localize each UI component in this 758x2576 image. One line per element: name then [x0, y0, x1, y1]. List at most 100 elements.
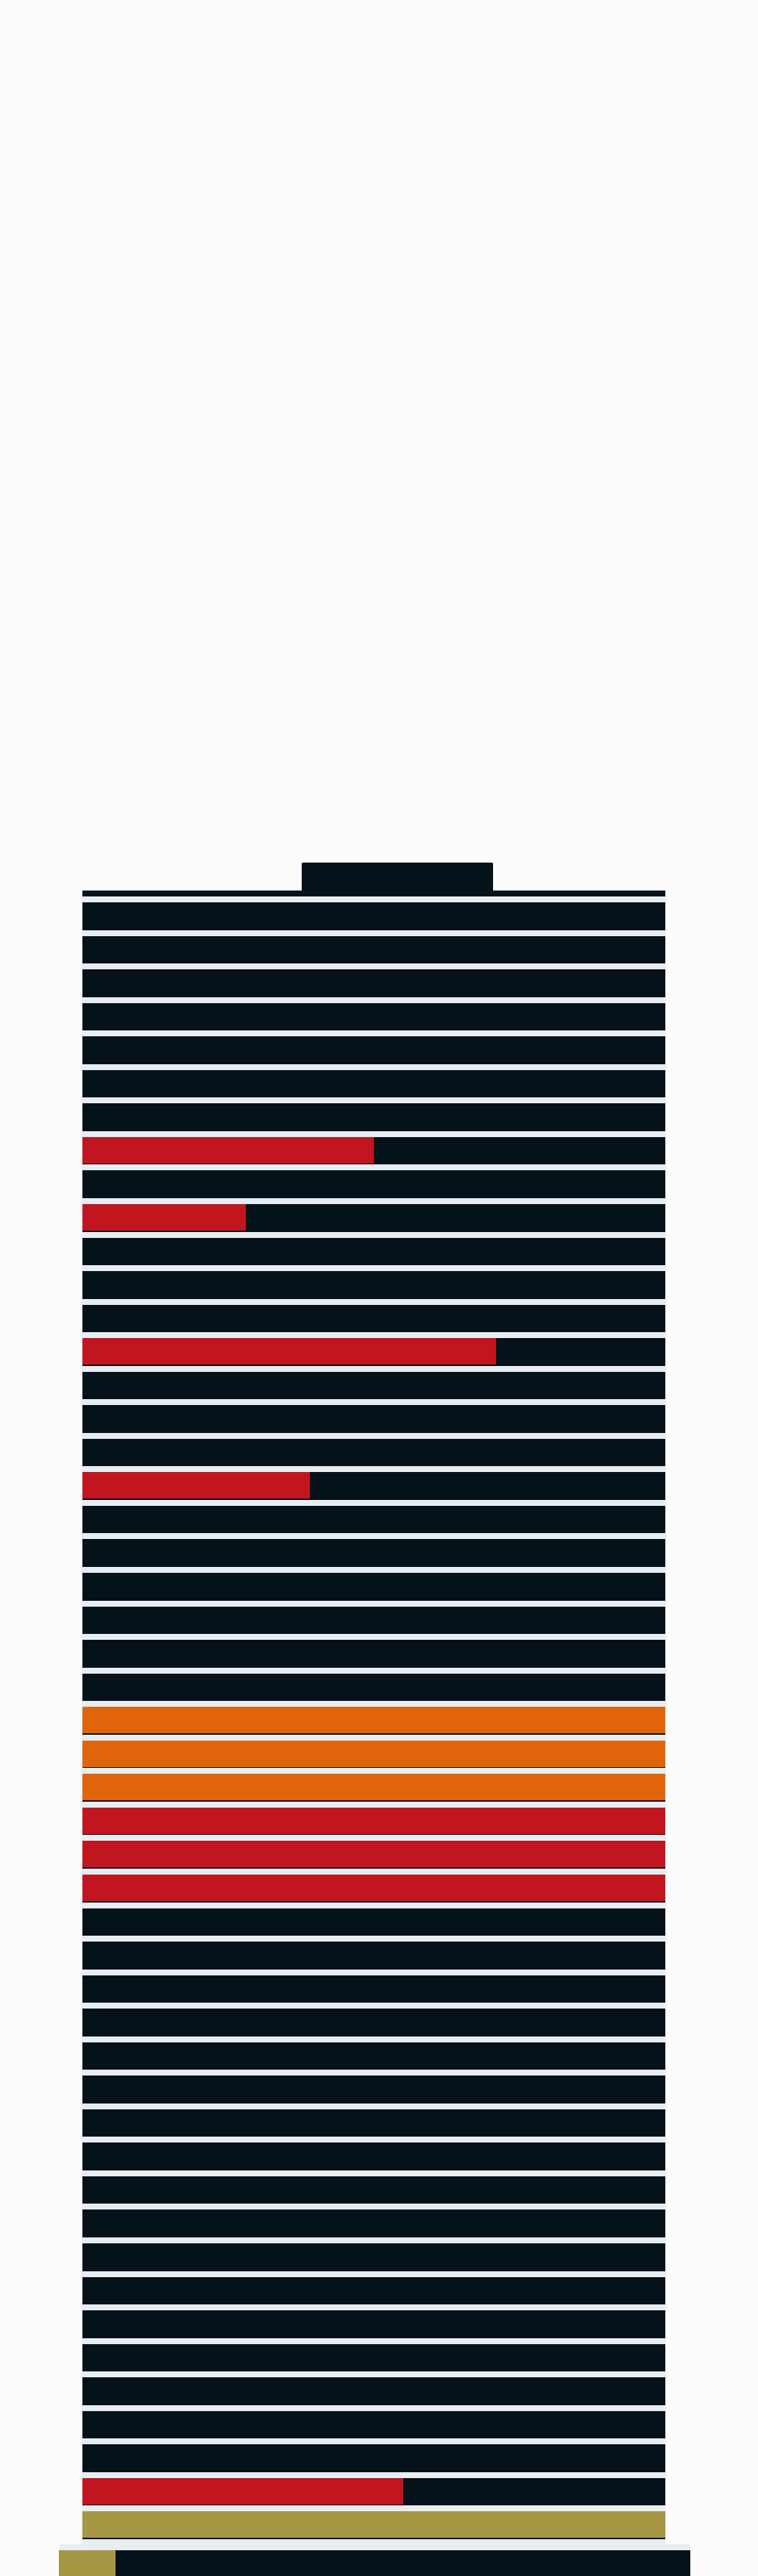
floor-47	[82, 2444, 665, 2471]
building-roof-cap	[302, 863, 493, 894]
floor-3	[82, 969, 665, 996]
floor-separator	[82, 1198, 665, 1204]
floor-separator	[82, 1601, 665, 1607]
floor-18	[82, 1472, 665, 1498]
floor-41	[82, 2243, 665, 2270]
floor-separator	[82, 1500, 665, 1506]
floor-fill-18	[82, 1472, 310, 1498]
floor-separator	[82, 1735, 665, 1741]
floor-separator	[82, 2204, 665, 2209]
floor-fill-30	[82, 1875, 665, 1901]
floor-separator	[82, 1265, 665, 1271]
floor-12	[82, 1271, 665, 1298]
floor-6	[82, 1070, 665, 1097]
floor-separator	[82, 963, 665, 969]
floor-separator	[82, 2237, 665, 2243]
floor-fill-10	[82, 1204, 246, 1231]
floor-separator	[82, 1030, 665, 1036]
floor-separator	[82, 2070, 665, 2076]
floor-separator	[82, 1835, 665, 1841]
floor-37	[82, 2109, 665, 2136]
floor-separator	[82, 2438, 665, 2444]
floor-separator	[82, 1299, 665, 1305]
floor-17	[82, 1439, 665, 1465]
floor-separator	[82, 1970, 665, 1975]
floor-49	[82, 2511, 665, 2538]
floor-separator	[82, 1366, 665, 1372]
floor-44	[82, 2344, 665, 2371]
floor-separator	[82, 2271, 665, 2277]
floor-15	[82, 1372, 665, 1398]
floor-33	[82, 1975, 665, 2002]
floor-separator	[82, 2371, 665, 2377]
floor-14	[82, 1338, 665, 1365]
floor-32	[82, 1942, 665, 1968]
floor-11	[82, 1238, 665, 1264]
floor-1	[82, 902, 665, 929]
floor-2	[82, 936, 665, 963]
floor-16	[82, 1405, 665, 1432]
floor-separator	[82, 1802, 665, 1808]
floor-36	[82, 2076, 665, 2102]
floor-fill-28	[82, 1808, 665, 1834]
floor-34	[82, 2009, 665, 2035]
floor-separator	[82, 2003, 665, 2009]
floor-fill-14	[82, 1338, 497, 1365]
floor-30	[82, 1875, 665, 1901]
floor-separator	[82, 1064, 665, 1070]
floor-separator	[82, 1232, 665, 1238]
building-base	[59, 2550, 690, 2576]
floor-separator	[82, 2170, 665, 2176]
floor-separator	[82, 2505, 665, 2511]
floor-separator	[82, 1433, 665, 1439]
floor-25	[82, 1707, 665, 1733]
floor-20	[82, 1539, 665, 1565]
floor-separator	[82, 2137, 665, 2142]
floor-10	[82, 1204, 665, 1231]
floor-separator	[82, 1131, 665, 1137]
floor-fill-49	[82, 2511, 665, 2538]
floor-separator	[82, 1399, 665, 1405]
floor-separator	[82, 1634, 665, 1640]
floor-9	[82, 1170, 665, 1197]
floor-separator	[82, 2472, 665, 2478]
floor-23	[82, 1640, 665, 1666]
floor-separator	[82, 2304, 665, 2310]
floor-40	[82, 2209, 665, 2236]
floor-separator	[82, 1097, 665, 1103]
floor-46	[82, 2411, 665, 2438]
floor-separator	[82, 1903, 665, 1908]
floor-separator	[82, 1768, 665, 1774]
floor-26	[82, 1741, 665, 1767]
floor-separator	[82, 1869, 665, 1875]
floor-fill-26	[82, 1741, 665, 1767]
floor-42	[82, 2277, 665, 2304]
floor-separator	[82, 1533, 665, 1539]
floor-5	[82, 1036, 665, 1063]
floor-38	[82, 2142, 665, 2169]
base-fill	[59, 2550, 116, 2576]
base-separator	[59, 2544, 690, 2550]
floor-43	[82, 2310, 665, 2337]
floor-separator	[82, 930, 665, 936]
floor-separator	[82, 2338, 665, 2344]
floor-fill-29	[82, 1841, 665, 1867]
floor-39	[82, 2176, 665, 2203]
floor-7	[82, 1103, 665, 1130]
floor-31	[82, 1908, 665, 1935]
floor-fill-48	[82, 2478, 403, 2505]
floor-24	[82, 1674, 665, 1700]
floor-separator	[82, 1936, 665, 1942]
floor-45	[82, 2377, 665, 2404]
floor-48	[82, 2478, 665, 2505]
floor-separator	[82, 1668, 665, 1674]
floor-21	[82, 1573, 665, 1599]
floor-separator	[82, 997, 665, 1003]
floor-separator	[82, 1466, 665, 1472]
floor-fill-25	[82, 1707, 665, 1733]
floor-27	[82, 1774, 665, 1800]
floor-separator	[82, 2037, 665, 2042]
floor-separator	[82, 2539, 665, 2545]
floor-35	[82, 2042, 665, 2069]
